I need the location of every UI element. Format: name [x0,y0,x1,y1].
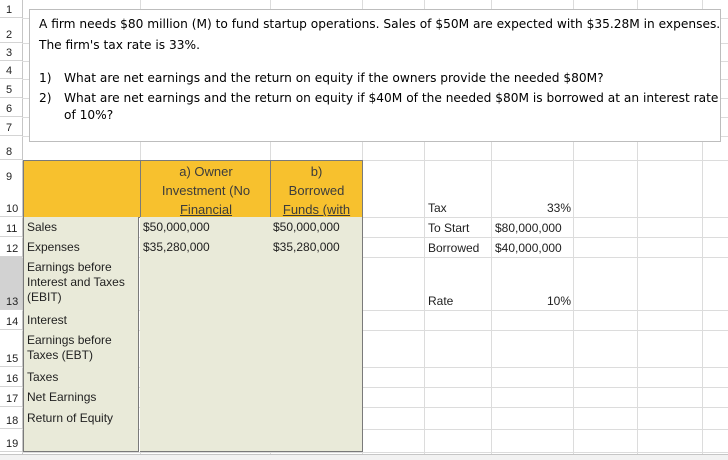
grid-line [491,0,492,459]
grid-line [424,0,425,459]
rate-label[interactable]: Rate [428,294,454,308]
grid-line [573,0,574,459]
question-1-text: What are net earnings and the return on … [64,71,604,85]
sales-label[interactable]: Sales [23,217,139,238]
ebit-label[interactable]: Earnings before Interest and Taxes (EBIT… [23,257,139,311]
empty-value-a[interactable] [140,429,271,452]
grid-line [22,310,728,311]
to-start-label[interactable]: To Start [428,221,470,235]
ebt-label[interactable]: Earnings before Taxes (EBT) [23,330,139,368]
ebt-value-b[interactable] [270,330,363,368]
row-number[interactable]: 1 [0,0,22,18]
expenses-value-b[interactable]: $35,280,000 [270,237,363,258]
problem-line-1: A firm needs $80 million (M) to fund sta… [39,17,721,31]
row-number[interactable]: 14 [0,310,22,330]
row-number[interactable]: 11 [0,217,22,237]
row-number[interactable]: 15 [0,330,22,367]
row-number[interactable]: 8 [0,136,22,160]
taxes-value-a[interactable] [140,367,271,388]
owner-investment-header: a) Owner Investment (No Financial [161,164,251,216]
grid-line [22,257,728,258]
grid-line [22,330,728,331]
header-label-cell[interactable] [23,160,141,218]
row-number[interactable]: 4 [0,61,22,79]
grid-line [637,0,638,459]
empty-value-b[interactable] [270,429,363,452]
row-number[interactable]: 5 [0,79,22,98]
question-1-number: 1) [39,71,52,85]
net-earnings-value-a[interactable] [140,387,271,408]
tax-label[interactable]: Tax [428,201,447,215]
borrowed-label[interactable]: Borrowed [428,241,480,255]
row-number[interactable]: 7 [0,117,22,136]
problem-line-2: The firm's tax rate is 33%. [39,38,200,52]
borrowed-funds-header: b) Borrowed Funds (with [282,164,351,216]
grid-line [22,367,728,368]
taxes-value-b[interactable] [270,367,363,388]
row-number[interactable]: 17 [0,387,22,407]
row-number[interactable]: 18 [0,407,22,429]
grid-line [702,0,703,459]
ebit-value-b[interactable] [270,257,363,311]
ebt-value-a[interactable] [140,330,271,368]
header-col-b[interactable] [270,160,363,218]
return-of-equity-label[interactable]: Return of Equity [23,407,139,430]
grid-line [22,160,728,161]
rate-value[interactable]: 10% [546,294,571,308]
borrowed-value[interactable]: $40,000,000 [495,241,562,255]
grid-line [22,217,728,218]
row-number[interactable]: 6 [0,98,22,117]
horizontal-scrollbar[interactable] [0,454,728,460]
net-earnings-label[interactable]: Net Earnings [23,387,139,408]
interest-label[interactable]: Interest [23,310,139,331]
question-2-number: 2) [39,91,52,105]
interest-value-b[interactable] [270,310,363,331]
row-number[interactable]: 19 [0,429,22,452]
row-number[interactable]: 10 [0,184,22,217]
row-number[interactable]: 3 [0,43,22,61]
problem-text-box[interactable]: A firm needs $80 million (M) to fund sta… [29,9,721,142]
row-number[interactable]: 9 [6,171,13,183]
to-start-value[interactable]: $80,000,000 [495,221,562,235]
grid-line [22,387,728,388]
sales-value-a[interactable]: $50,000,000 [140,217,271,238]
net-earnings-value-b[interactable] [270,387,363,408]
question-2-text-cont: of 10%? [64,108,114,122]
ebit-value-a[interactable] [140,257,271,311]
grid-line [22,407,728,408]
empty-label-cell[interactable] [23,429,139,452]
row-number[interactable]: 12 [0,237,22,257]
expenses-value-a[interactable]: $35,280,000 [140,237,271,258]
roe-value-b[interactable] [270,407,363,430]
grid-line [22,452,728,453]
grid-line [22,429,728,430]
tax-value[interactable]: 33% [546,201,571,215]
question-2-text: What are net earnings and the return on … [64,91,719,105]
sales-value-b[interactable]: $50,000,000 [270,217,363,238]
row-number[interactable]: 16 [0,367,22,387]
grid-line [22,237,728,238]
taxes-label[interactable]: Taxes [23,367,139,388]
row-number[interactable]: 13 [0,257,22,310]
expenses-label[interactable]: Expenses [23,237,139,258]
row-header-column [0,0,23,459]
interest-value-a[interactable] [140,310,271,331]
row-number[interactable]: 2 [0,18,22,43]
roe-value-a[interactable] [140,407,271,430]
